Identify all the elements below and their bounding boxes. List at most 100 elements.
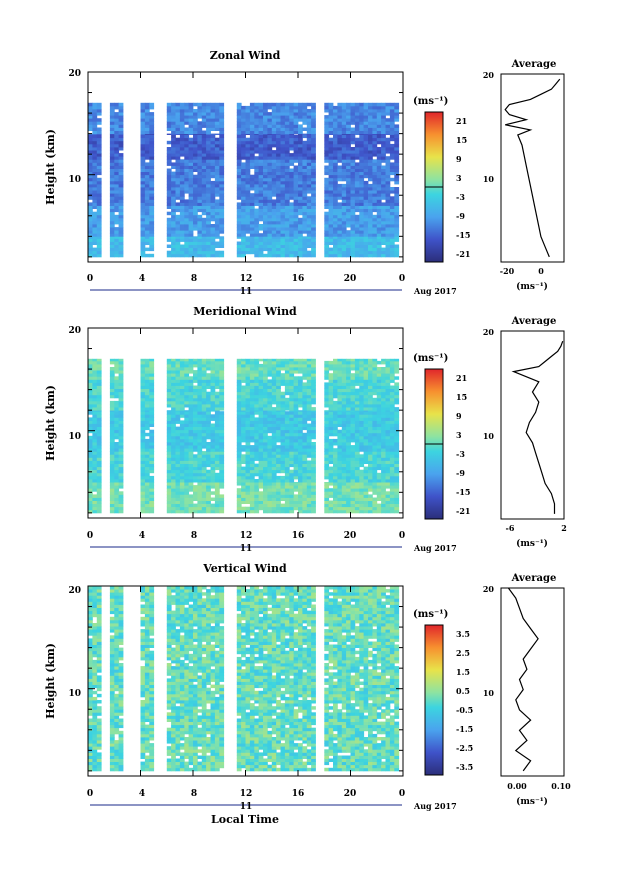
heatmap-cell: [149, 247, 155, 252]
heatmap-cell: [171, 379, 176, 383]
heatmap-cell: [267, 460, 273, 464]
heatmap-cell: [179, 143, 185, 148]
heatmap-cell: [354, 417, 360, 421]
heatmap-cell: [306, 130, 312, 134]
heatmap-cell: [381, 491, 386, 495]
heatmap-cell: [302, 121, 308, 125]
heatmap-cell: [311, 435, 316, 440]
heatmap-cell: [140, 379, 146, 383]
heatmap-cell: [376, 137, 382, 142]
heatmap-cell: [385, 414, 391, 418]
heatmap-cell: [171, 426, 176, 431]
heatmap-cell: [289, 156, 295, 160]
x-tick-label: 20: [344, 274, 357, 284]
heatmap-cell: [241, 156, 246, 160]
heatmap-cell: [197, 417, 203, 421]
heatmap-cell: [144, 109, 150, 113]
heatmap-cell: [284, 466, 290, 471]
heatmap-cell: [394, 143, 400, 148]
heatmap-cell: [368, 217, 373, 222]
heatmap-cell: [236, 420, 242, 424]
heatmap-cell: [280, 423, 286, 427]
heatmap-cell: [214, 472, 220, 477]
heatmap-cell: [368, 171, 373, 176]
heatmap-cell: [206, 426, 211, 431]
heatmap-cell: [337, 115, 343, 119]
heatmap-cell: [284, 230, 290, 234]
heatmap-cell: [245, 448, 251, 452]
heatmap-cell: [306, 230, 312, 234]
heatmap-cell: [219, 190, 225, 194]
heatmap-cell: [109, 469, 115, 474]
heatmap-cell: [324, 250, 330, 255]
heatmap-cell: [302, 227, 308, 231]
heatmap-cell: [140, 247, 146, 252]
heatmap-cell: [109, 466, 115, 471]
heatmap-cell: [245, 143, 251, 148]
heatmap-cell: [179, 205, 185, 209]
heatmap-cell: [363, 472, 369, 477]
heatmap-cell: [363, 134, 369, 139]
heatmap-cell: [381, 454, 386, 458]
heatmap-cell: [236, 435, 242, 440]
heatmap-cell: [381, 217, 386, 222]
heatmap-cell: [96, 230, 102, 234]
heatmap-cell: [267, 429, 273, 434]
heatmap-cell: [197, 187, 203, 191]
heatmap-cell: [328, 190, 334, 194]
heatmap-cell: [114, 121, 120, 125]
heatmap-cell: [197, 500, 203, 504]
heatmap-cell: [276, 497, 281, 501]
heatmap-cell: [289, 180, 295, 185]
heatmap-cell: [193, 253, 198, 258]
heatmap-cell: [328, 238, 334, 242]
heatmap-cell: [197, 442, 203, 446]
heatmap-cell: [109, 150, 115, 154]
heatmap-cell: [350, 156, 356, 160]
heatmap-cell: [179, 140, 185, 145]
heatmap-cell: [276, 162, 281, 166]
colorbar-unit: (ms⁻¹): [413, 96, 448, 107]
heatmap-cell: [149, 140, 155, 145]
heatmap-cell: [293, 244, 299, 248]
heatmap-cell: [88, 451, 93, 455]
heatmap-cell: [368, 475, 373, 480]
heatmap-cell: [271, 205, 277, 209]
heatmap-cell: [236, 250, 242, 255]
x-tick-label: 0: [399, 274, 405, 284]
heatmap-cell: [249, 482, 255, 486]
heatmap-cell: [328, 472, 334, 477]
heatmap-cell: [311, 105, 316, 110]
heatmap-cell: [175, 196, 181, 200]
heatmap-cell: [368, 463, 373, 468]
heatmap-cell: [385, 442, 391, 446]
heatmap-cell: [258, 500, 264, 504]
heatmap-cell: [114, 460, 120, 464]
heatmap-cell: [354, 133, 360, 135]
heatmap-cell: [258, 491, 264, 495]
heatmap-cell: [328, 199, 334, 203]
heatmap-cell: [249, 435, 255, 440]
heatmap-cell: [368, 466, 373, 471]
heatmap-cell: [293, 417, 299, 421]
heatmap-cell: [258, 159, 264, 163]
heatmap-cell: [193, 420, 198, 424]
heatmap-cell: [210, 171, 216, 176]
heatmap-cell: [109, 250, 115, 255]
heatmap-cell: [293, 438, 299, 443]
heatmap-cell: [118, 241, 124, 245]
heatmap-cell: [171, 217, 176, 222]
heatmap-cell: [140, 475, 146, 480]
heatmap-cell: [140, 230, 146, 234]
heatmap-cell: [368, 488, 373, 492]
heatmap-cell: [298, 241, 303, 245]
heatmap-cell: [188, 124, 194, 128]
heatmap-cell: [324, 247, 330, 252]
heatmap-cell: [144, 423, 150, 427]
heatmap-cell: [214, 174, 220, 179]
heatmap-cell: [118, 253, 124, 258]
heatmap-cell: [376, 220, 382, 225]
heatmap-cell: [140, 382, 146, 386]
heatmap-cell: [337, 134, 343, 139]
heatmap-cell: [389, 485, 395, 489]
